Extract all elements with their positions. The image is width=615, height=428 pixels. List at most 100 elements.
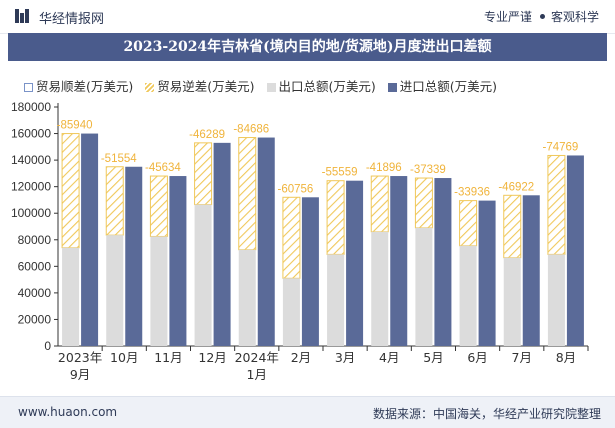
- x-tick-labels: 2023年 9月 10月 11月 12月 2024年 1月 2月 3月 4月 5月 6月 7月 8月: [58, 350, 576, 382]
- deficit-bar: [61, 133, 80, 249]
- huajing-logo-icon: [15, 9, 29, 23]
- deficit-bar: [459, 200, 478, 247]
- x-tick-label: 9月: [70, 367, 90, 382]
- y-tick-label: 180000: [11, 100, 51, 114]
- import-bar: [257, 137, 275, 346]
- y-tick-label: 120000: [11, 180, 51, 194]
- import-swatch-icon: [387, 83, 397, 92]
- export-bar: [150, 236, 168, 346]
- deficit-bar: [282, 196, 301, 279]
- bar-chart: 0 20000 40000 60000 80000 100000 120000 140000 1…: [11, 100, 589, 382]
- deficit-data-label: -45634: [145, 162, 181, 174]
- slogan-tag-1: 专业严谨: [483, 10, 532, 24]
- export-bar: [459, 245, 477, 346]
- x-tick-label: 6月: [467, 350, 487, 365]
- import-bar: [522, 195, 540, 346]
- export-swatch-icon: [266, 83, 276, 92]
- import-bar: [566, 155, 584, 346]
- deficit-bar: [149, 175, 168, 237]
- deficit-data-label: -74769: [543, 141, 579, 153]
- y-tick-label: 40000: [18, 286, 52, 300]
- y-tick-label: 0: [44, 339, 51, 353]
- x-tick-label: 2023年: [58, 350, 102, 365]
- deficit-data-label: -85940: [57, 120, 93, 132]
- data-labels: -85940 -51554 -45634 -46289 -84686 -60756 -555…: [57, 120, 579, 199]
- legend-item-import: 进口总额(万美元): [387, 76, 498, 95]
- deficit-swatch-icon: [145, 83, 155, 92]
- deficit-bar: [238, 137, 257, 251]
- deficit-data-label: -41896: [366, 162, 402, 174]
- import-bar: [213, 142, 231, 346]
- top-bar: 华经情报网 专业严谨 客观科学: [0, 0, 615, 34]
- import-bar: [390, 176, 408, 346]
- export-bar: [282, 278, 300, 346]
- y-tick-label: 60000: [18, 259, 52, 273]
- deficit-data-label: -33936: [454, 187, 490, 199]
- legend-item-deficit: 贸易逆差(万美元): [145, 76, 255, 95]
- y-tick-label: 140000: [11, 153, 51, 167]
- legend-label-import: 进口总额(万美元): [399, 79, 498, 94]
- x-tick-label: 2月: [291, 350, 311, 365]
- deficit-data-label: -37339: [410, 164, 446, 176]
- x-tick-label: 8月: [556, 350, 576, 365]
- x-tick-label: 5月: [423, 350, 443, 365]
- deficit-data-label: -55559: [322, 167, 358, 179]
- export-bar: [106, 235, 124, 346]
- import-bar: [169, 176, 187, 346]
- export-bar: [415, 227, 433, 346]
- brand-name: 华经情报网: [39, 12, 105, 27]
- import-bar: [434, 178, 452, 346]
- export-bar: [62, 247, 80, 346]
- surplus-swatch-icon: [24, 83, 33, 92]
- y-tick-label: 160000: [11, 127, 51, 141]
- deficit-bar: [503, 194, 522, 259]
- slogan-tag-2: 客观科学: [550, 10, 599, 24]
- chart-title: 2023-2024年吉林省(境内目的地/货源地)月度进出口差额: [8, 33, 607, 61]
- legend-label-deficit: 贸易逆差(万美元): [157, 79, 255, 94]
- legend-label-export: 出口总额(万美元): [278, 79, 376, 94]
- bars: [61, 133, 584, 346]
- site-url: www.huaon.com: [18, 405, 118, 419]
- y-tick-label: 80000: [18, 233, 52, 247]
- data-source: 数据来源：中国海关，华经产业研究院整理: [372, 407, 601, 421]
- x-tick-label: 11月: [154, 350, 182, 365]
- deficit-bar: [370, 175, 389, 233]
- y-tick-label: 100000: [11, 206, 51, 220]
- export-bar: [371, 231, 389, 346]
- export-bar: [503, 257, 521, 346]
- deficit-data-label: -46922: [498, 181, 534, 193]
- deficit-bar: [547, 154, 566, 255]
- deficit-bar: [414, 177, 433, 229]
- chart-legend: 贸易顺差(万美元) 贸易逆差(万美元) 出口总额(万美元) 进口总额(万美元): [24, 76, 505, 95]
- legend-item-export: 出口总额(万美元): [266, 76, 376, 95]
- footer: www.huaon.com 数据来源：中国海关，华经产业研究院整理: [0, 396, 615, 428]
- bullet-dot-icon: [539, 14, 545, 19]
- x-tick-label: 1月: [247, 367, 267, 382]
- axes: 0 20000 40000 60000 80000 100000 120000 140000 1…: [11, 100, 589, 353]
- y-tick-label: 20000: [18, 312, 52, 326]
- x-tick-label: 4月: [379, 350, 399, 365]
- deficit-bar: [326, 180, 345, 255]
- export-bar: [547, 254, 565, 346]
- x-tick-label: 12月: [198, 350, 226, 365]
- deficit-bar: [105, 166, 124, 236]
- import-bar: [301, 197, 319, 346]
- import-bar: [346, 180, 364, 346]
- import-bar: [81, 133, 99, 346]
- export-bar: [194, 204, 212, 346]
- x-tick-label: 7月: [512, 350, 532, 365]
- deficit-data-label: -51554: [101, 153, 137, 165]
- import-bar: [478, 200, 496, 346]
- x-tick-label: 2024年: [235, 350, 279, 365]
- deficit-bar: [194, 142, 213, 206]
- deficit-data-label: -60756: [278, 183, 314, 195]
- export-bar: [238, 249, 256, 346]
- import-bar: [125, 166, 143, 346]
- legend-item-surplus: 贸易顺差(万美元): [24, 76, 133, 95]
- deficit-data-label: -84686: [233, 124, 269, 136]
- legend-label-surplus: 贸易顺差(万美元): [36, 79, 134, 94]
- deficit-data-label: -46289: [189, 129, 225, 141]
- slogan: 专业严谨 客观科学: [484, 8, 599, 25]
- x-tick-label: 3月: [335, 350, 355, 365]
- export-bar: [327, 254, 345, 346]
